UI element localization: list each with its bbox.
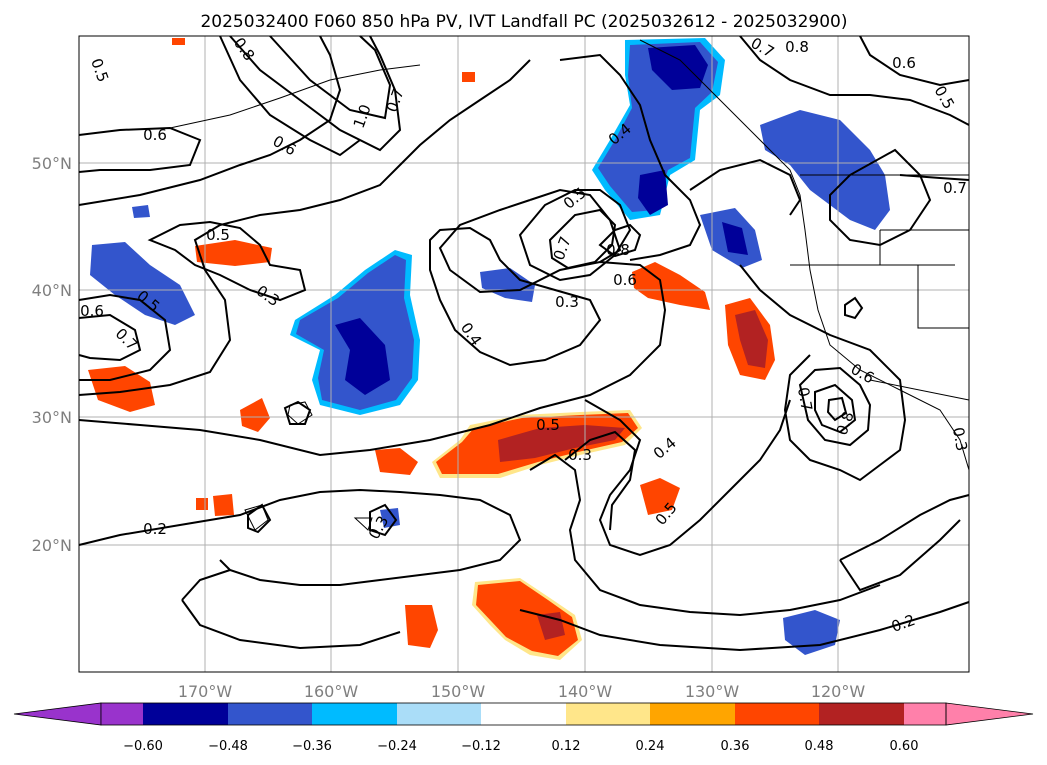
colorbar-tick-label: 0.12 [552, 739, 581, 754]
neg-region-alaska-core2 [638, 170, 668, 215]
neg-region-west [90, 242, 195, 325]
colorbar-swatch [566, 703, 650, 725]
map-frame [78, 35, 970, 673]
colorbar-swatch [650, 703, 735, 725]
contour-label: 0.3 [949, 426, 971, 453]
pos-region-small4 [196, 498, 208, 510]
contour-label: 0.6 [892, 54, 916, 72]
lon-tick-label: 150°W [431, 682, 486, 701]
lon-tick-label: 160°W [304, 682, 359, 701]
colorbar-extend-low [13, 702, 102, 726]
contour-label: 0.3 [555, 293, 579, 311]
pos-region-small1 [375, 448, 418, 475]
neg-region-central-core [335, 318, 390, 395]
contour-label: 0.5 [206, 226, 230, 244]
colorbar-tick-label: −0.48 [208, 739, 248, 754]
pos-region-mid-south [640, 478, 680, 515]
contour-label: 0.5 [536, 416, 560, 434]
colorbar-swatch [228, 703, 312, 725]
colorbar-swatch [819, 703, 904, 725]
colorbar-tick-label: 0.36 [721, 739, 750, 754]
pos-region-small5 [462, 72, 475, 82]
colorbar-swatch [397, 703, 481, 725]
contour-label: 0.3 [568, 446, 592, 464]
pos-region-sw [405, 605, 438, 648]
neg-region-pnw [760, 110, 890, 230]
colorbar-tick-label: −0.36 [292, 739, 332, 754]
lat-tick-label: 30°N [32, 408, 72, 427]
colorbar-swatch [735, 703, 819, 725]
colorbar: −0.60 −0.48 −0.36 −0.24 −0.12 0.12 0.24 … [13, 702, 1034, 754]
colorbar-swatch [481, 703, 566, 725]
figure-title: 2025032400 F060 850 hPa PV, IVT Landfall… [200, 12, 847, 32]
colorbar-tick-labels: −0.60 −0.48 −0.36 −0.24 −0.12 0.12 0.24 … [123, 739, 918, 754]
contour-label: 0.7 [794, 386, 816, 413]
contours [78, 35, 970, 652]
map-panel: 0.5 0.8 1.0 0.7 0.6 0.6 0.8 0.6 0.5 0.5 … [78, 34, 971, 673]
pos-region-small3 [213, 494, 234, 516]
gridlines [79, 36, 969, 672]
shading-negative [90, 38, 890, 655]
colorbar-tick-label: −0.24 [377, 739, 417, 754]
pos-region-small2 [240, 398, 270, 432]
colorbar-swatch [904, 703, 946, 725]
neg-region-offshore-core [722, 222, 748, 255]
lat-tick-label: 20°N [32, 536, 72, 555]
neg-region-small1 [132, 205, 150, 218]
pos-region-east-core [735, 310, 768, 368]
colorbar-tick-label: −0.12 [461, 739, 501, 754]
contour-label: 0.8 [785, 38, 809, 56]
lon-tick-label: 170°W [178, 682, 233, 701]
contour-label: 0.8 [606, 241, 630, 259]
pos-region-nw [195, 240, 272, 266]
colorbar-extend-high [945, 702, 1034, 726]
pos-region-small6 [172, 38, 185, 45]
colorbar-tick-label: 0.60 [890, 739, 919, 754]
lat-tick-label: 40°N [32, 281, 72, 300]
lon-tick-label: 140°W [558, 682, 613, 701]
neg-region-mid [480, 268, 535, 302]
contour-label: 0.2 [143, 520, 167, 538]
colorbar-tick-label: −0.60 [123, 739, 163, 754]
colorbar-swatch [312, 703, 397, 725]
contour-label: 0.6 [143, 126, 167, 144]
lat-tick-labels: 50°N 40°N 30°N 20°N [32, 154, 72, 555]
lat-tick-label: 50°N [32, 154, 72, 173]
colorbar-tick-label: 0.24 [636, 739, 665, 754]
colorbar-tick-label: 0.48 [805, 739, 834, 754]
lon-tick-label: 120°W [811, 682, 866, 701]
colorbar-swatch [143, 703, 228, 725]
contour-label: 0.7 [943, 179, 967, 197]
colorbar-frame [100, 702, 947, 726]
neg-region-alaska-core [648, 45, 708, 90]
contour-label: 0.6 [80, 302, 104, 320]
pos-region-west [88, 366, 155, 412]
contour-label: 0.6 [613, 271, 637, 289]
colorbar-swatch [101, 703, 143, 725]
lon-tick-label: 130°W [685, 682, 740, 701]
pos-region-band-core [498, 425, 625, 462]
lon-tick-labels: 170°W 160°W 150°W 140°W 130°W 120°W [178, 682, 866, 701]
